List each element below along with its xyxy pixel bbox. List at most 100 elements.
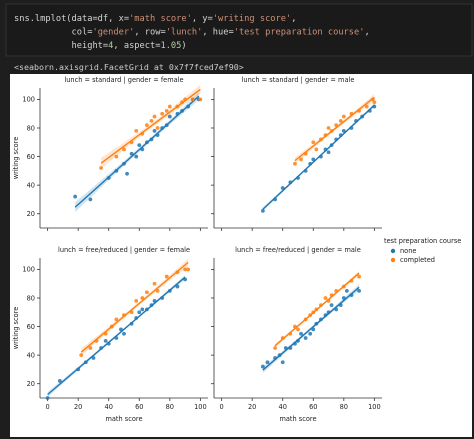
- y-tick-label: 20: [27, 210, 35, 218]
- data-point: [299, 331, 303, 336]
- data-point: [152, 281, 157, 286]
- x-tick-label: 0: [220, 403, 224, 411]
- code-token: 4: [108, 41, 113, 51]
- code-token: 'test preparation course': [234, 28, 365, 38]
- data-point: [152, 114, 157, 119]
- data-point: [145, 290, 149, 295]
- code-line: col='gender', row='lunch', hue='test pre…: [14, 28, 370, 38]
- x-tick-label: 100: [368, 403, 381, 411]
- data-point: [338, 118, 343, 123]
- data-point: [140, 296, 145, 300]
- data-point: [140, 307, 145, 312]
- code-token: 'writing score': [213, 14, 291, 24]
- facet: lunch = free/reduced | gender = female 0 2…: [12, 246, 208, 423]
- y-axis-label: writing score: [12, 307, 20, 350]
- data-point: [134, 154, 139, 159]
- data-point: [57, 378, 62, 383]
- y-tick-label: 40: [27, 181, 35, 189]
- x-axis-label: math score: [105, 415, 142, 423]
- code-token: ): [181, 41, 186, 51]
- data-point: [129, 151, 134, 156]
- code-block: sns.lmplot(data=df, x='math score', y='w…: [14, 14, 370, 51]
- data-point: [260, 364, 265, 369]
- data-point: [134, 128, 139, 133]
- data-point: [137, 310, 142, 315]
- data-point: [186, 267, 191, 272]
- code-token: , hue=: [202, 28, 233, 38]
- legend-label: none: [400, 247, 416, 255]
- data-point: [344, 288, 349, 293]
- data-point: [334, 123, 339, 128]
- data-point: [99, 166, 103, 170]
- data-point: [364, 104, 369, 109]
- data-point: [296, 327, 300, 332]
- data-point: [299, 157, 303, 162]
- data-point: [311, 140, 316, 145]
- data-point: [103, 338, 108, 343]
- code-token: ,: [364, 28, 369, 38]
- code-cell[interactable]: [5, 3, 473, 57]
- y-tick-label: 100: [22, 96, 35, 104]
- data-point: [372, 100, 377, 105]
- data-point: [164, 274, 169, 279]
- data-point: [326, 150, 331, 155]
- data-point: [73, 194, 78, 199]
- facet-grid: lunch = standard | gender = female 20 40 60…: [12, 76, 461, 423]
- data-point: [149, 118, 154, 123]
- data-point: [152, 128, 157, 133]
- y-tick-label: 60: [27, 323, 35, 331]
- regression-line: [100, 88, 201, 164]
- y-tick-label: 20: [27, 380, 35, 388]
- data-point: [137, 143, 142, 148]
- data-point: [88, 197, 93, 202]
- y-axis-label: writing score: [12, 137, 20, 180]
- facet: lunch = standard | gender = male: [211, 76, 382, 231]
- code-token: sns.lmplot(data=df, x=: [14, 14, 129, 24]
- y-tick-label: 40: [27, 351, 35, 359]
- data-point: [155, 126, 160, 130]
- data-point: [308, 331, 313, 336]
- y-tick-label: 80: [27, 294, 35, 302]
- data-point: [134, 298, 139, 303]
- legend-title: test preparation course: [384, 237, 461, 245]
- x-axis-label: math score: [279, 415, 316, 423]
- facet-title: lunch = standard | gender = female: [64, 76, 183, 84]
- data-point: [167, 104, 172, 109]
- y-tick-label: 80: [27, 124, 35, 132]
- regression-line: [274, 272, 360, 347]
- x-tick-label: 60: [135, 403, 143, 411]
- code-line: height=4, aspect=1.05): [14, 41, 187, 51]
- cell-output: <seaborn.axisgrid.FacetGrid at 0x7f7fced…: [14, 62, 244, 72]
- data-point: [341, 114, 346, 119]
- x-tick-label: 20: [74, 403, 82, 411]
- code-line: sns.lmplot(data=df, x='math score', y='w…: [14, 14, 296, 24]
- x-tick-label: 80: [166, 403, 174, 411]
- facet-title: lunch = free/reduced | gender = male: [235, 246, 361, 254]
- regression-line: [262, 286, 360, 371]
- x-tick-label: 100: [194, 403, 207, 411]
- data-point: [273, 346, 277, 350]
- data-point: [265, 360, 270, 365]
- data-point: [280, 360, 285, 365]
- code-token: , row=: [134, 28, 165, 38]
- data-point: [122, 147, 126, 152]
- data-point: [260, 208, 265, 213]
- data-point: [311, 327, 316, 332]
- figure: [10, 74, 472, 437]
- facet-title: lunch = standard | gender = male: [242, 76, 355, 84]
- legend-marker: [390, 248, 396, 254]
- data-point: [114, 154, 119, 159]
- data-point: [341, 128, 346, 133]
- regression-line: [74, 95, 200, 208]
- data-point: [190, 97, 195, 102]
- data-point: [303, 336, 308, 340]
- data-point: [79, 353, 84, 358]
- regression-line: [294, 96, 375, 162]
- x-tick-label: 80: [340, 403, 348, 411]
- regression-line: [47, 276, 186, 396]
- code-token: height=: [14, 41, 108, 51]
- regression-line: [80, 261, 189, 353]
- data-point: [357, 274, 361, 279]
